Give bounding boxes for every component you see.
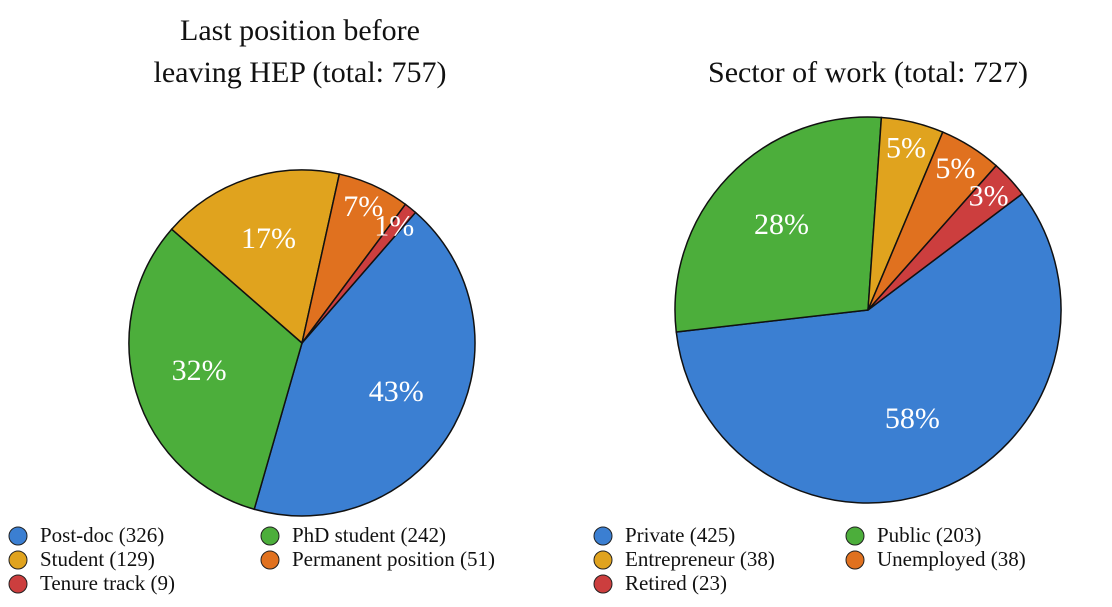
legend-swatch bbox=[8, 574, 28, 594]
legend-label: PhD student (242) bbox=[292, 523, 446, 547]
chart-title: leaving HEP (total: 757) bbox=[154, 56, 447, 89]
pie-slice bbox=[170, 169, 341, 345]
legend-swatch bbox=[260, 526, 280, 546]
slice-label: 5% bbox=[935, 152, 975, 185]
pie-slice bbox=[128, 228, 303, 511]
chart-title: Sector of work (total: 727) bbox=[708, 56, 1028, 89]
pie-slice bbox=[674, 116, 883, 333]
legend-label: Entrepreneur (38) bbox=[625, 547, 775, 571]
pie-slice bbox=[301, 203, 417, 344]
legend-label: Student (129) bbox=[40, 547, 155, 571]
legend-label: Tenure track (9) bbox=[40, 571, 175, 595]
slice-label: 3% bbox=[969, 180, 1009, 213]
slice-label: 58% bbox=[885, 402, 940, 435]
legend-label: Retired (23) bbox=[625, 571, 727, 595]
legend-label: Post-doc (326) bbox=[40, 523, 164, 547]
slice-label: 7% bbox=[343, 190, 383, 223]
legend-swatch bbox=[593, 550, 613, 570]
slice-label: 32% bbox=[172, 354, 227, 387]
legend-swatch bbox=[260, 550, 280, 570]
slice-label: 5% bbox=[886, 131, 926, 164]
legend-label: Permanent position (51) bbox=[292, 547, 495, 571]
pie-slice bbox=[253, 211, 476, 517]
legend-swatch bbox=[8, 526, 28, 546]
legend-swatch bbox=[8, 550, 28, 570]
pie-slice bbox=[675, 192, 1062, 504]
legend-label: Unemployed (38) bbox=[877, 547, 1026, 571]
pie-slice bbox=[867, 164, 1024, 311]
slice-label: 28% bbox=[754, 208, 809, 241]
legend-swatch bbox=[593, 574, 613, 594]
slice-label: 43% bbox=[369, 375, 424, 408]
legend-label: Private (425) bbox=[625, 523, 735, 547]
legend-swatch bbox=[593, 526, 613, 546]
legend-label: Public (203) bbox=[877, 523, 981, 547]
legend-swatch bbox=[845, 526, 865, 546]
slice-label: 1% bbox=[374, 209, 414, 242]
legend-swatch bbox=[845, 550, 865, 570]
slice-label: 17% bbox=[241, 222, 296, 255]
chart-title: Last position before bbox=[180, 14, 420, 47]
